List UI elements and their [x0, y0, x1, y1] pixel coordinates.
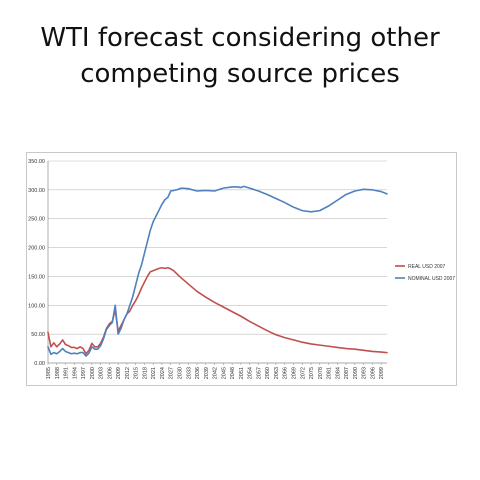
x-tick-label: 2024 [160, 367, 166, 379]
slide-title: WTI forecast considering other competing… [0, 20, 480, 92]
y-tick-label: 300.00 [28, 188, 45, 194]
x-tick-label: 2063 [274, 367, 280, 379]
slide-title-line-2: competing source prices [80, 59, 400, 89]
x-tick-label: 2030 [178, 367, 184, 379]
x-tick-label: 2015 [134, 367, 140, 379]
x-tick-label: 2087 [344, 367, 350, 379]
y-tick-label: 250.00 [28, 217, 45, 223]
y-axis-ticks: 0.00 50.00 100.00 150.00 200.00 250.00 300.00 3… [28, 159, 45, 367]
x-tick-label: 2054 [248, 367, 254, 379]
x-tick-label: 2021 [151, 367, 157, 379]
x-tick-label: 2048 [230, 367, 236, 379]
x-tick-label: 1985 [46, 367, 52, 379]
x-tick-label: 2012 [125, 367, 131, 379]
legend: REAL USD 2007 NOMINAL USD 2007 [395, 264, 455, 282]
axes [47, 161, 387, 365]
x-tick-label: 2006 [107, 367, 113, 379]
x-tick-label: 2033 [186, 367, 192, 379]
x-tick-label: 2084 [335, 367, 341, 379]
x-tick-label: 2036 [195, 367, 201, 379]
x-tick-label: 2093 [362, 367, 368, 379]
x-tick-label: 2066 [283, 367, 289, 379]
x-tick-label: 2072 [300, 367, 306, 379]
x-tick-label: 2018 [142, 367, 148, 379]
x-tick-label: 2078 [318, 367, 324, 379]
x-tick-label: 2090 [353, 367, 359, 379]
y-tick-label: 50.00 [31, 332, 45, 338]
gridlines [48, 160, 387, 335]
x-tick-label: 2009 [116, 367, 122, 379]
x-tick-label: 2051 [239, 367, 245, 379]
x-tick-label: 2060 [265, 367, 271, 379]
x-tick-label: 2081 [327, 367, 333, 379]
y-tick-label: 200.00 [28, 246, 45, 252]
series-line-real [47, 266, 388, 355]
x-tick-label: 2027 [169, 367, 175, 379]
line-chart: 0.00 50.00 100.00 150.00 200.00 250.00 300.00 3… [26, 152, 457, 386]
y-tick-label: 0.00 [34, 361, 45, 367]
x-tick-label: 1997 [81, 367, 87, 379]
x-axis-ticks: 1985 1988 1991 1994 1997 2000 2003 2006 2009 2012… [46, 367, 385, 379]
x-tick-label: 1991 [64, 367, 70, 379]
y-tick-label: 150.00 [28, 274, 45, 280]
x-tick-label: 2000 [90, 367, 96, 379]
x-tick-label: 2045 [221, 367, 227, 379]
x-tick-label: 2003 [99, 367, 105, 379]
series-line-nominal [47, 185, 388, 357]
x-tick-label: 2057 [256, 367, 262, 379]
legend-label: NOMINAL USD 2007 [408, 276, 455, 282]
x-tick-label: 2099 [379, 367, 385, 379]
chart-canvas: 0.00 50.00 100.00 150.00 200.00 250.00 300.00 3… [28, 159, 455, 379]
x-tick-label: 1994 [72, 367, 78, 379]
series-lines [47, 185, 388, 357]
x-tick-label: 2096 [370, 367, 376, 379]
slide-title-line-1: WTI forecast considering other [40, 23, 440, 53]
x-tick-label: 2075 [309, 367, 315, 379]
y-tick-label: 100.00 [28, 303, 45, 309]
legend-label: REAL USD 2007 [408, 264, 446, 270]
x-tick-label: 1988 [55, 367, 61, 379]
x-tick-label: 2069 [291, 367, 297, 379]
x-tick-label: 2042 [213, 367, 219, 379]
x-tick-label: 2039 [204, 367, 210, 379]
y-tick-label: 350.00 [28, 159, 45, 165]
